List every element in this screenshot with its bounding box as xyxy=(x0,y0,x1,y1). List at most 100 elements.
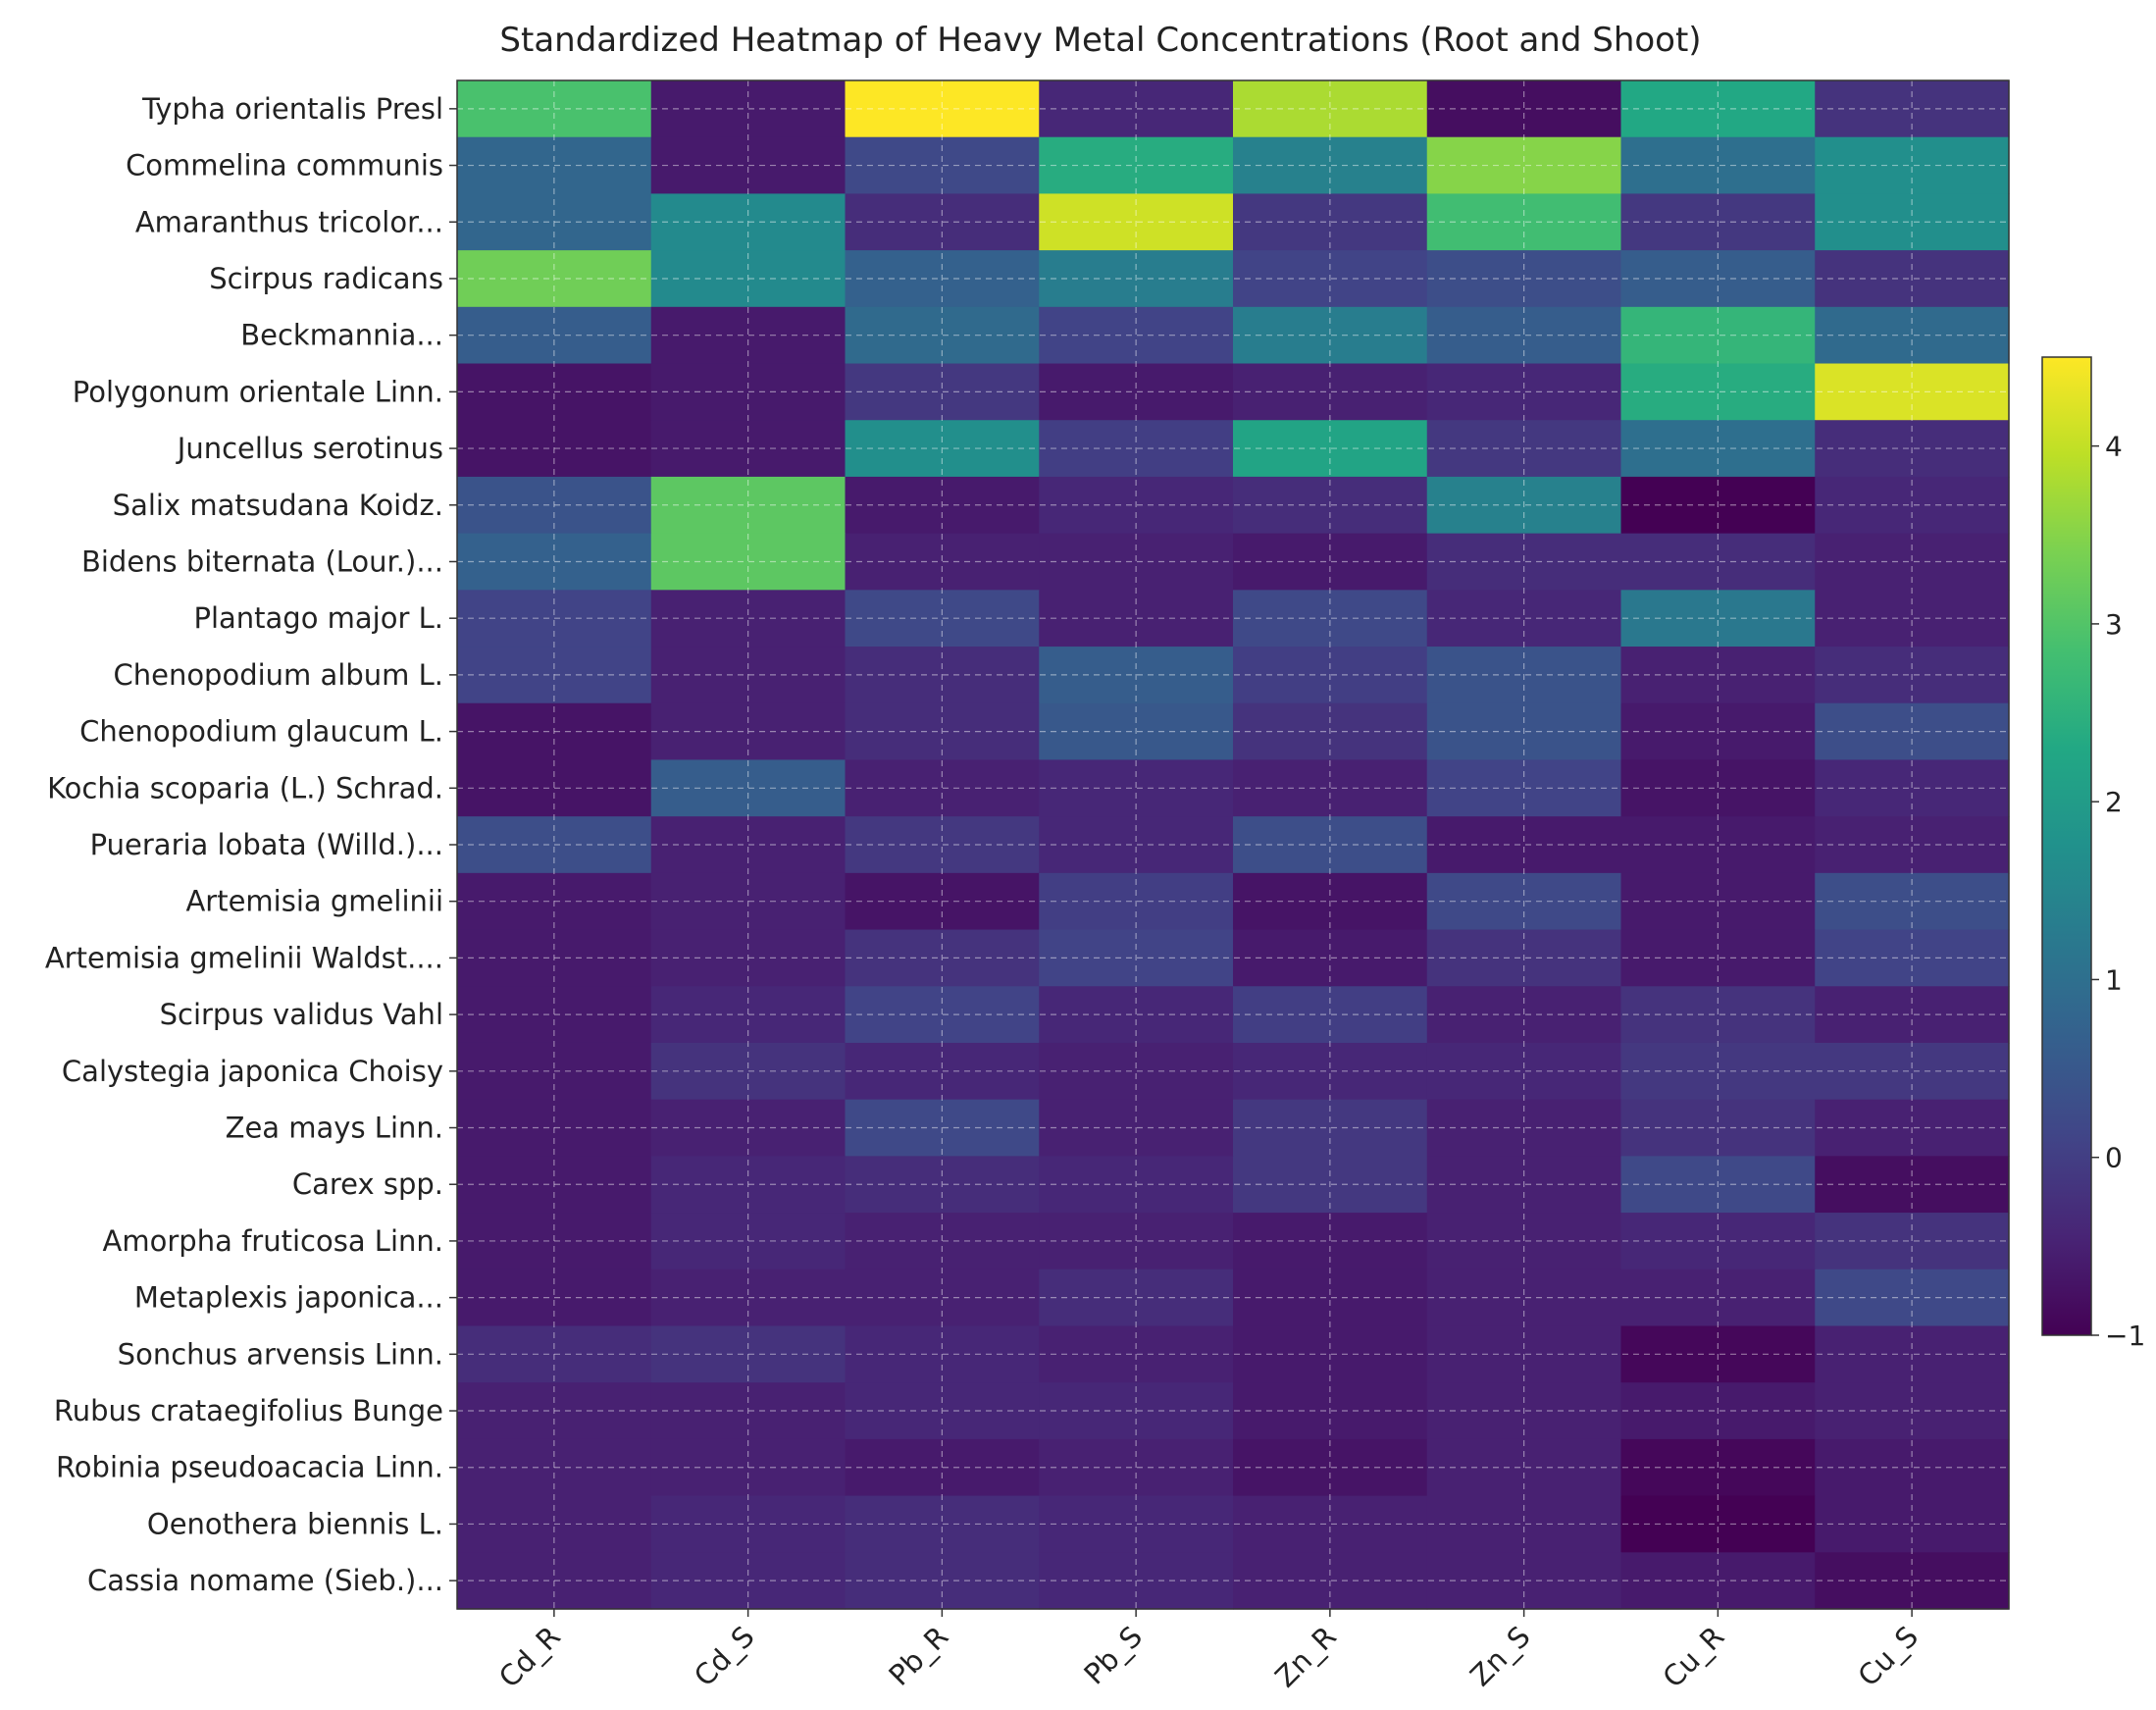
row-label: Artemisia gmelinii xyxy=(185,885,443,918)
heatmap-cell xyxy=(845,590,1040,648)
heatmap-cell xyxy=(1815,590,2010,648)
heatmap-cell xyxy=(650,759,847,817)
heatmap-cell xyxy=(1426,816,1622,874)
heatmap-cell xyxy=(457,533,652,591)
heatmap-cell xyxy=(1426,702,1622,761)
heatmap-cell xyxy=(1620,80,1816,138)
heatmap-cell xyxy=(1815,420,2010,478)
column-label: Pb_S xyxy=(1077,1620,1149,1691)
heatmap-cell xyxy=(1233,1042,1428,1101)
row-label: Scirpus radicans xyxy=(209,262,443,295)
heatmap-cell xyxy=(845,986,1040,1044)
heatmap-cell xyxy=(457,872,652,931)
heatmap-cell xyxy=(1620,1552,1816,1610)
heatmap-cell xyxy=(1233,647,1428,704)
colorbar-tick-label: 4 xyxy=(2105,431,2123,463)
heatmap-cell xyxy=(1039,1099,1234,1157)
heatmap-cell xyxy=(845,306,1040,365)
heatmap-cell xyxy=(1815,1042,2010,1101)
heatmap-cell xyxy=(1815,306,2010,365)
heatmap-cell xyxy=(1233,420,1428,478)
heatmap-cell xyxy=(1815,1438,2010,1497)
heatmap-cell xyxy=(1815,929,2010,987)
heatmap-cell xyxy=(1620,306,1816,365)
heatmap-cell xyxy=(845,702,1040,761)
heatmap-cell xyxy=(457,1042,652,1101)
heatmap-cell xyxy=(1426,590,1622,648)
row-label: Carex spp. xyxy=(292,1167,443,1201)
row-label: Pueraria lobata (Willd.)... xyxy=(90,828,443,861)
row-label: Rubus crataegifolius Bunge xyxy=(54,1394,443,1427)
heatmap-cell xyxy=(1233,1269,1428,1327)
heatmap-cell xyxy=(650,193,847,251)
heatmap-cell xyxy=(457,1325,652,1383)
heatmap-cell xyxy=(650,1156,847,1214)
heatmap-cell xyxy=(1233,1552,1428,1610)
heatmap-cell xyxy=(845,420,1040,478)
heatmap-cell xyxy=(1233,533,1428,591)
column-label: Pb_R xyxy=(882,1620,954,1692)
row-label: Plantago major L. xyxy=(193,601,443,635)
row-label: Scirpus validus Vahl xyxy=(160,998,443,1031)
heatmap-cell xyxy=(1426,1213,1622,1270)
heatmap-cell xyxy=(457,759,652,817)
heatmap-cell xyxy=(1039,702,1234,761)
heatmap-cell xyxy=(1039,816,1234,874)
heatmap-cell xyxy=(1426,647,1622,704)
heatmap-cell xyxy=(1426,1042,1622,1101)
heatmap-cell xyxy=(650,590,847,648)
heatmap-cell xyxy=(1039,1213,1234,1270)
heatmap-cell xyxy=(650,1325,847,1383)
heatmap-cell xyxy=(1426,1438,1622,1497)
row-label: Chenopodium glaucum L. xyxy=(79,715,443,749)
colorbar-tick-label: 0 xyxy=(2105,1142,2123,1174)
heatmap-cell xyxy=(1815,533,2010,591)
heatmap-cell xyxy=(1426,533,1622,591)
heatmap-cell xyxy=(457,647,652,704)
heatmap-cell xyxy=(1233,306,1428,365)
heatmap-cell xyxy=(650,1552,847,1610)
heatmap-cell xyxy=(1426,1156,1622,1214)
heatmap-cell xyxy=(1039,1552,1234,1610)
heatmap-cell xyxy=(1620,647,1816,704)
heatmap-cell xyxy=(1815,759,2010,817)
heatmap-cells xyxy=(457,80,2010,1610)
heatmap-cell xyxy=(845,193,1040,251)
heatmap-cell xyxy=(457,306,652,365)
heatmap-cell xyxy=(1620,420,1816,478)
heatmap-cell xyxy=(1039,250,1234,308)
row-label: Amaranthus tricolor... xyxy=(135,205,443,238)
heatmap-cell xyxy=(1426,1495,1622,1553)
row-label: Zea mays Linn. xyxy=(226,1112,443,1145)
heatmap-cell xyxy=(1426,306,1622,365)
heatmap-cell xyxy=(650,1438,847,1497)
column-label: Zn_R xyxy=(1268,1620,1343,1694)
heatmap-cell xyxy=(845,1156,1040,1214)
heatmap-cell xyxy=(1426,986,1622,1044)
heatmap-cell xyxy=(1039,420,1234,478)
heatmap-cell xyxy=(845,363,1040,421)
row-label: Polygonum orientale Linn. xyxy=(73,375,443,408)
column-labels: Cd_R Cd_S Pb_R Pb_S Zn_R Zn_S Cu_R Cu_S xyxy=(492,1609,1925,1694)
heatmap-cell xyxy=(1815,136,2010,195)
heatmap-cell xyxy=(1620,759,1816,817)
heatmap-cell xyxy=(650,80,847,138)
heatmap-cell xyxy=(650,816,847,874)
heatmap-cell xyxy=(1039,590,1234,648)
heatmap-cell xyxy=(1815,250,2010,308)
column-label: Cd_S xyxy=(688,1620,761,1693)
heatmap-cell xyxy=(1039,1382,1234,1440)
heatmap-cell xyxy=(1815,1099,2010,1157)
heatmap-cell xyxy=(1620,476,1816,535)
heatmap-cell xyxy=(1620,590,1816,648)
heatmap-cell xyxy=(1039,136,1234,195)
heatmap-cell xyxy=(1620,1042,1816,1101)
row-labels: Typha orientalis Presl Commelina communis… xyxy=(45,92,457,1597)
heatmap-cell xyxy=(457,1099,652,1157)
heatmap-cell xyxy=(1039,80,1234,138)
heatmap-cell xyxy=(650,1495,847,1553)
heatmap-cell xyxy=(1620,1438,1816,1497)
heatmap-cell xyxy=(457,929,652,987)
heatmap-cell xyxy=(845,759,1040,817)
